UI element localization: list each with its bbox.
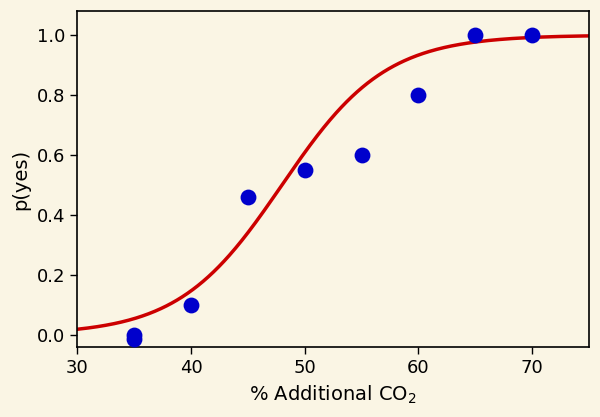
Point — [130, 336, 139, 343]
Point — [243, 193, 253, 200]
Point — [300, 167, 310, 173]
Point — [186, 301, 196, 308]
Y-axis label: p(yes): p(yes) — [11, 148, 30, 209]
Point — [130, 332, 139, 338]
Point — [470, 32, 480, 38]
Point — [357, 152, 367, 158]
Point — [527, 32, 537, 38]
Point — [413, 92, 423, 98]
X-axis label: % Additional CO$_2$: % Additional CO$_2$ — [250, 384, 417, 406]
